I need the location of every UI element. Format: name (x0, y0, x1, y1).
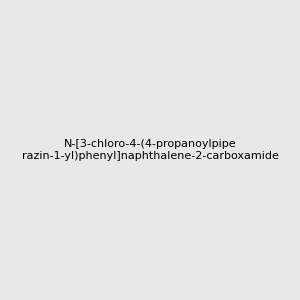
Text: N-[3-chloro-4-(4-propanoylpipe
razin-1-yl)phenyl]naphthalene-2-carboxamide: N-[3-chloro-4-(4-propanoylpipe razin-1-y… (22, 139, 278, 161)
